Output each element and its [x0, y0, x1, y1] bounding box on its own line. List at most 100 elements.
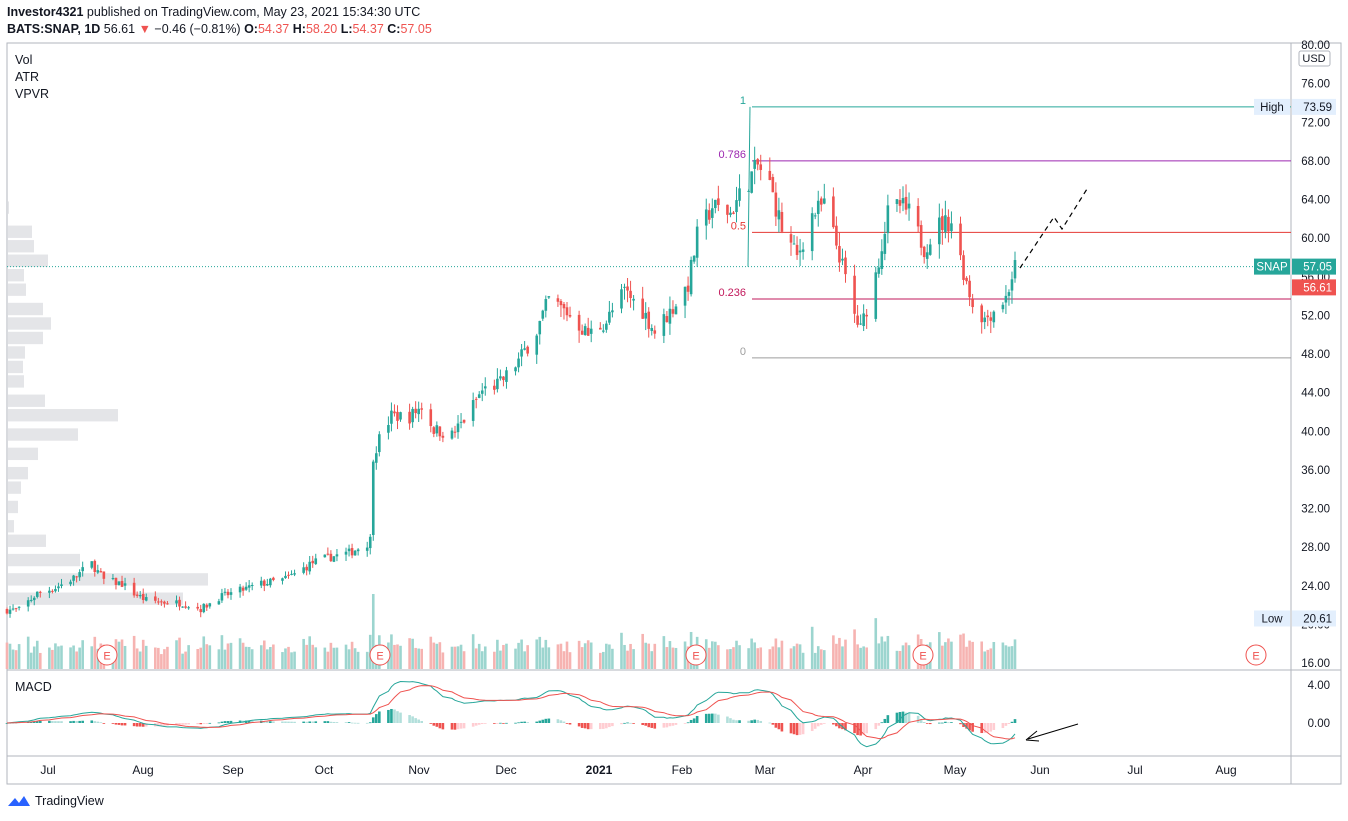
- volume-bar: [496, 639, 499, 669]
- candle-body: [962, 255, 965, 280]
- volume-bar: [774, 638, 778, 669]
- candle-body: [38, 591, 42, 593]
- time-tick-label: Aug: [1215, 763, 1236, 777]
- candle-body: [959, 223, 962, 256]
- candle-body: [238, 586, 242, 593]
- volume-bar: [493, 651, 496, 669]
- macd-histogram-bar: [989, 723, 993, 732]
- volume-bar: [707, 647, 711, 669]
- candle-body: [399, 412, 402, 420]
- symbol-tag-label: SNAP: [1256, 262, 1288, 274]
- time-tick-label: Jul: [40, 763, 55, 777]
- volume-bar: [438, 642, 442, 669]
- macd-histogram-bar: [175, 723, 178, 726]
- candle-body: [950, 223, 953, 232]
- projection-arrow: [1019, 188, 1088, 269]
- volume-profile-row: [8, 360, 23, 374]
- volume-bar: [420, 648, 424, 669]
- candle-body: [862, 313, 865, 327]
- volume-bar: [874, 618, 878, 669]
- candle-body: [726, 204, 729, 215]
- candle-body: [883, 233, 887, 254]
- volume-bar: [326, 651, 330, 669]
- indicator-vol[interactable]: Vol: [15, 53, 33, 67]
- candle-body: [396, 411, 399, 421]
- macd-histogram-bar: [756, 719, 760, 723]
- volume-bar: [441, 652, 445, 669]
- macd-histogram-bar: [141, 723, 145, 727]
- volume-bar: [8, 643, 12, 669]
- candle-body: [732, 212, 735, 214]
- candle-body: [99, 571, 103, 573]
- candle-body: [665, 316, 669, 323]
- candle-body: [650, 327, 654, 331]
- volume-bar: [992, 641, 996, 669]
- macd-histogram-bar: [335, 722, 339, 723]
- macd-histogram-bar: [499, 722, 502, 724]
- time-tick-label: Apr: [854, 763, 873, 777]
- macd-histogram-bar: [832, 723, 835, 725]
- candle-body: [353, 550, 357, 556]
- volume-profile-row: [8, 409, 118, 422]
- high-badge: [1292, 98, 1336, 115]
- volume-bar: [810, 626, 814, 669]
- macd-histogram-bar: [689, 719, 693, 723]
- candle-body: [686, 285, 690, 292]
- macd-histogram-bar: [432, 723, 436, 726]
- candle-body: [81, 567, 84, 572]
- low-badge: [1292, 610, 1336, 627]
- macd-histogram-bar: [686, 722, 690, 724]
- candle-body: [853, 275, 856, 314]
- candle-body: [329, 553, 333, 562]
- symbol-label[interactable]: BATS:SNAP, 1D: [7, 22, 101, 36]
- macd-histogram-bar: [707, 713, 711, 723]
- macd-histogram-bar: [971, 723, 974, 732]
- publisher-name[interactable]: Investor4321: [7, 5, 84, 19]
- candle-body: [816, 200, 820, 214]
- macd-histogram-bar: [662, 723, 666, 728]
- candle-body: [620, 289, 623, 309]
- candle-body: [795, 244, 799, 256]
- volume-bar: [650, 651, 654, 669]
- high-tag-label: High: [1260, 102, 1284, 114]
- candle-body: [26, 600, 30, 607]
- macd-histogram-bar: [181, 723, 184, 725]
- candle-body: [989, 317, 993, 321]
- volume-bar: [69, 647, 72, 669]
- macd-histogram-bar: [898, 711, 902, 723]
- volume-bar: [562, 651, 566, 669]
- candle-body: [1010, 279, 1014, 291]
- macd-histogram-bar: [668, 723, 672, 727]
- volume-bar: [520, 639, 523, 669]
- volume-bar: [647, 643, 651, 669]
- volume-bar: [220, 635, 224, 669]
- macd-histogram-bar: [138, 723, 142, 727]
- macd-histogram-bar: [114, 723, 118, 725]
- time-tick-label: Jun: [1030, 763, 1049, 777]
- volume-bar: [456, 646, 460, 669]
- candle-body: [683, 286, 687, 306]
- tradingview-footer[interactable]: TradingView: [7, 794, 104, 808]
- macd-histogram-bar: [368, 722, 372, 724]
- candle-body: [777, 210, 781, 220]
- macd-histogram-bar: [178, 723, 181, 725]
- candle-body: [181, 606, 184, 608]
- macd-histogram-bar: [205, 723, 209, 724]
- time-tick-label: May: [944, 763, 967, 777]
- volume-bar: [623, 644, 626, 669]
- indicator-macd[interactable]: MACD: [15, 680, 52, 694]
- candle-body: [980, 305, 984, 323]
- volume-bar: [78, 647, 81, 669]
- macd-histogram-bar: [941, 722, 944, 724]
- macd-histogram-bar: [287, 721, 290, 723]
- volume-bar: [756, 648, 760, 669]
- macd-histogram-bar: [968, 723, 971, 731]
- macd-histogram-bar: [132, 723, 136, 727]
- indicator-atr[interactable]: ATR: [15, 70, 40, 84]
- indicator-vpvr[interactable]: VPVR: [15, 87, 50, 101]
- candle-body: [971, 299, 974, 308]
- candle-body: [689, 259, 693, 295]
- volume-bar: [396, 644, 399, 669]
- high-value: 58.20: [305, 22, 338, 36]
